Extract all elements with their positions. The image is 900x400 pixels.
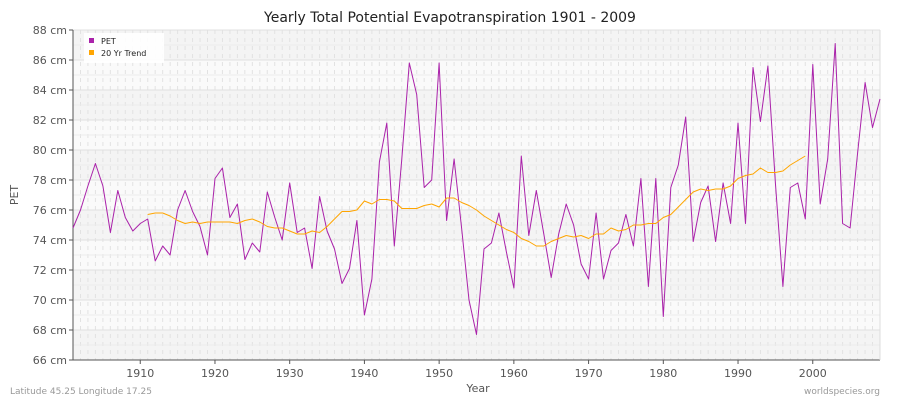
y-tick-label: 70 cm [33,294,67,307]
series-line-trend [147,155,806,247]
x-tick-label: 1950 [425,367,453,380]
series-line-pet [72,43,881,335]
x-tick-label: 1980 [649,367,677,380]
x-tick-label: 1920 [201,367,229,380]
y-tick-label: 72 cm [33,264,67,277]
footer-location: Latitude 45.25 Longitude 17.25 [10,387,152,397]
x-tick-label: 1960 [500,367,528,380]
legend-swatch-trend [89,50,94,55]
y-tick-label: 78 cm [33,174,67,187]
legend-label-trend: 20 Yr Trend [101,49,146,58]
x-tick-label: 2000 [799,367,827,380]
x-axis-label: Year [465,382,490,395]
legend-label-pet: PET [101,37,116,46]
y-tick-label: 86 cm [33,54,67,67]
y-tick-label: 80 cm [33,144,67,157]
legend: PET 20 Yr Trend [84,33,164,63]
y-tick-label: 74 cm [33,234,67,247]
footer-source: worldspecies.org [804,387,880,397]
x-tick-label: 1970 [575,367,603,380]
x-tick-label: 1990 [724,367,752,380]
y-tick-label: 82 cm [33,114,67,127]
x-tick-label: 1910 [126,367,154,380]
y-tick-label: 88 cm [33,24,67,37]
y-tick-label: 68 cm [33,324,67,337]
y-tick-label: 84 cm [33,84,67,97]
chart-title: Yearly Total Potential Evapotranspiratio… [263,10,636,26]
y-axis-label: PET [8,185,21,206]
x-tick-label: 1930 [276,367,304,380]
y-tick-label: 66 cm [33,354,67,367]
x-tick-label: 1940 [350,367,378,380]
legend-swatch-pet [89,38,94,43]
y-tick-label: 76 cm [33,204,67,217]
